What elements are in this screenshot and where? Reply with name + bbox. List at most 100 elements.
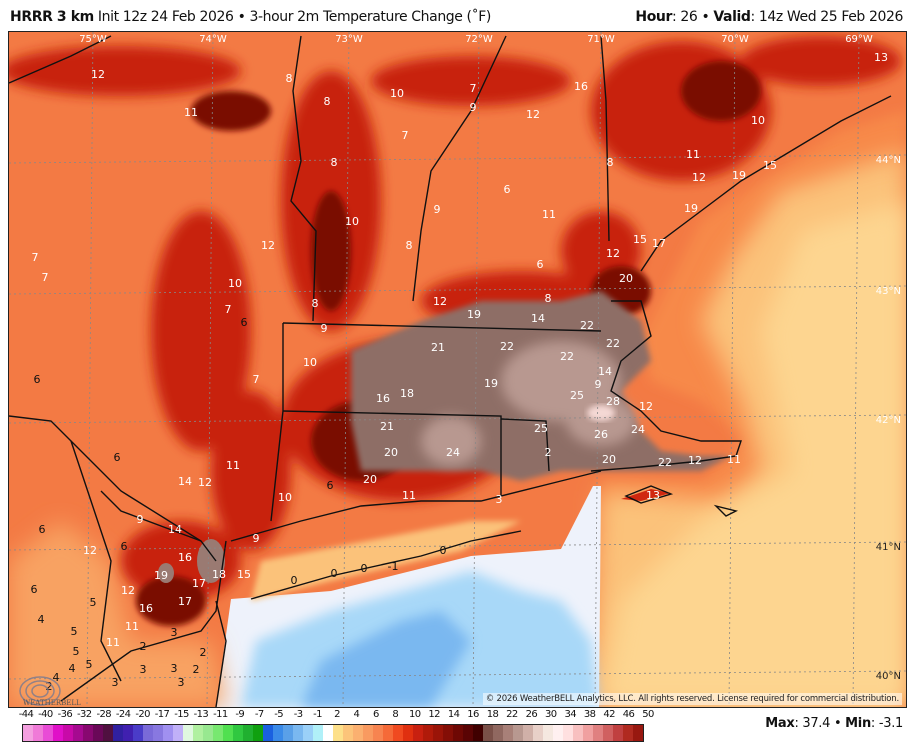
contour-value: 8 — [312, 297, 319, 310]
color-swatch — [443, 725, 453, 741]
contour-value: 18 — [400, 387, 414, 400]
contour-value: 18 — [212, 568, 226, 581]
longitude-label: 73°W — [335, 34, 363, 45]
color-swatch — [463, 725, 473, 741]
color-swatch — [283, 725, 293, 741]
contour-value: 17 — [652, 237, 666, 250]
color-swatch — [353, 725, 363, 741]
latitude-labels: 44°N 43°N 42°N 41°N 40°N — [876, 155, 901, 682]
contour-value: 11 — [184, 106, 198, 119]
contour-value: 4 — [53, 671, 60, 684]
color-swatch — [573, 725, 583, 741]
contour-value: 6 — [327, 479, 334, 492]
color-scale-label: 50 — [642, 709, 654, 720]
contour-value: 10 — [278, 491, 292, 504]
contour-value: 12 — [692, 171, 706, 184]
contour-value: 0 — [361, 562, 368, 575]
contour-value: 9 — [321, 322, 328, 335]
contour-value: 2 — [140, 640, 147, 653]
contour-value: 15 — [763, 159, 777, 172]
color-swatch — [303, 725, 313, 741]
contour-value: 17 — [178, 595, 192, 608]
contour-value: 22 — [560, 350, 574, 363]
color-scale-label: 46 — [622, 709, 635, 720]
color-scale-label: -11 — [213, 709, 228, 720]
contour-value: 20 — [602, 453, 616, 466]
color-scale-label: -13 — [193, 709, 209, 720]
color-scale-label: 22 — [506, 709, 518, 720]
contour-value: 6 — [39, 523, 46, 536]
contour-value-labels: 12 11 8 8 10 7 9 16 12 7 8 8 11 10 15 19 12 13 6 9 11 19 10 12 8… — [31, 51, 889, 693]
contour-value: 7 — [225, 303, 232, 316]
color-swatch — [563, 725, 573, 741]
color-swatch — [93, 725, 103, 741]
init-time: Init 12z 24 Feb 2026 — [97, 9, 234, 25]
contour-value: 3 — [178, 676, 185, 689]
color-swatch — [533, 725, 543, 741]
color-swatch — [103, 725, 113, 741]
land-southwest — [9, 521, 226, 707]
color-scale-label: -9 — [235, 709, 245, 720]
color-swatch — [23, 725, 33, 741]
separator: • — [701, 9, 710, 25]
color-swatch — [163, 725, 173, 741]
color-scale-label: -40 — [38, 709, 53, 720]
contour-value: 25 — [534, 422, 548, 435]
color-scale-label: 38 — [583, 709, 596, 720]
contour-value: 19 — [154, 569, 168, 582]
color-scale-label: 14 — [447, 709, 460, 720]
color-scale-label: 10 — [408, 709, 421, 720]
color-scale-label: -7 — [254, 709, 264, 720]
weatherbell-logo: WEATHERBELL — [19, 676, 81, 707]
color-scale-label: -24 — [115, 709, 131, 720]
color-swatch — [583, 725, 593, 741]
max-min-readout: Max: 37.4 • Min: -3.1 — [765, 716, 903, 731]
contour-value: 7 — [470, 82, 477, 95]
contour-value: -1 — [388, 560, 399, 573]
contour-value: 6 — [537, 258, 544, 271]
color-swatch — [123, 725, 133, 741]
separator: • — [237, 9, 246, 25]
color-swatch — [373, 725, 383, 741]
longitude-label: 70°W — [721, 34, 749, 45]
color-scale-label: 6 — [372, 709, 379, 720]
color-swatch — [153, 725, 163, 741]
color-swatch — [383, 725, 393, 741]
color-swatch — [133, 725, 143, 741]
contour-value: 0 — [291, 574, 298, 587]
nyc-warming-patch — [158, 539, 225, 583]
color-swatch — [33, 725, 43, 741]
contour-value: 24 — [631, 423, 645, 436]
contour-value: 11 — [106, 636, 120, 649]
color-scale-label: 30 — [545, 709, 557, 720]
longitude-label: 72°W — [465, 34, 493, 45]
color-swatch — [293, 725, 303, 741]
contour-value: 17 — [192, 577, 206, 590]
contour-value: 3 — [496, 493, 503, 506]
contour-value: 11 — [402, 489, 416, 502]
color-swatch — [453, 725, 463, 741]
contour-value: 2 — [193, 663, 200, 676]
contour-value: 7 — [402, 129, 409, 142]
contour-value: 12 — [526, 108, 540, 121]
latitude-label: 41°N — [876, 542, 901, 553]
contour-value: 3 — [140, 663, 147, 676]
longitude-labels: 75°W 74°W 73°W 72°W 71°W 70°W 69°W — [79, 34, 873, 45]
color-swatch — [223, 725, 233, 741]
color-swatch — [263, 725, 273, 741]
contour-value: 16 — [178, 551, 192, 564]
contour-value: 13 — [874, 51, 888, 64]
color-swatch — [593, 725, 603, 741]
latitude-label: 42°N — [876, 415, 901, 426]
color-scale-label: -17 — [154, 709, 170, 720]
color-swatch — [83, 725, 93, 741]
islands — [621, 489, 671, 501]
long-island — [251, 521, 521, 601]
contour-value: 8 — [607, 156, 614, 169]
contour-value: 19 — [732, 169, 746, 182]
contour-value: 6 — [504, 183, 511, 196]
hour-label: Hour — [635, 9, 672, 25]
latitude-label: 44°N — [876, 155, 901, 166]
map-title: HRRR 3 km Init 12z 24 Feb 2026 • 3-hour … — [10, 9, 491, 25]
contour-value: 4 — [38, 613, 45, 626]
